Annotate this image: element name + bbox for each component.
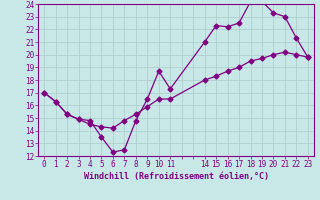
X-axis label: Windchill (Refroidissement éolien,°C): Windchill (Refroidissement éolien,°C) bbox=[84, 172, 268, 181]
